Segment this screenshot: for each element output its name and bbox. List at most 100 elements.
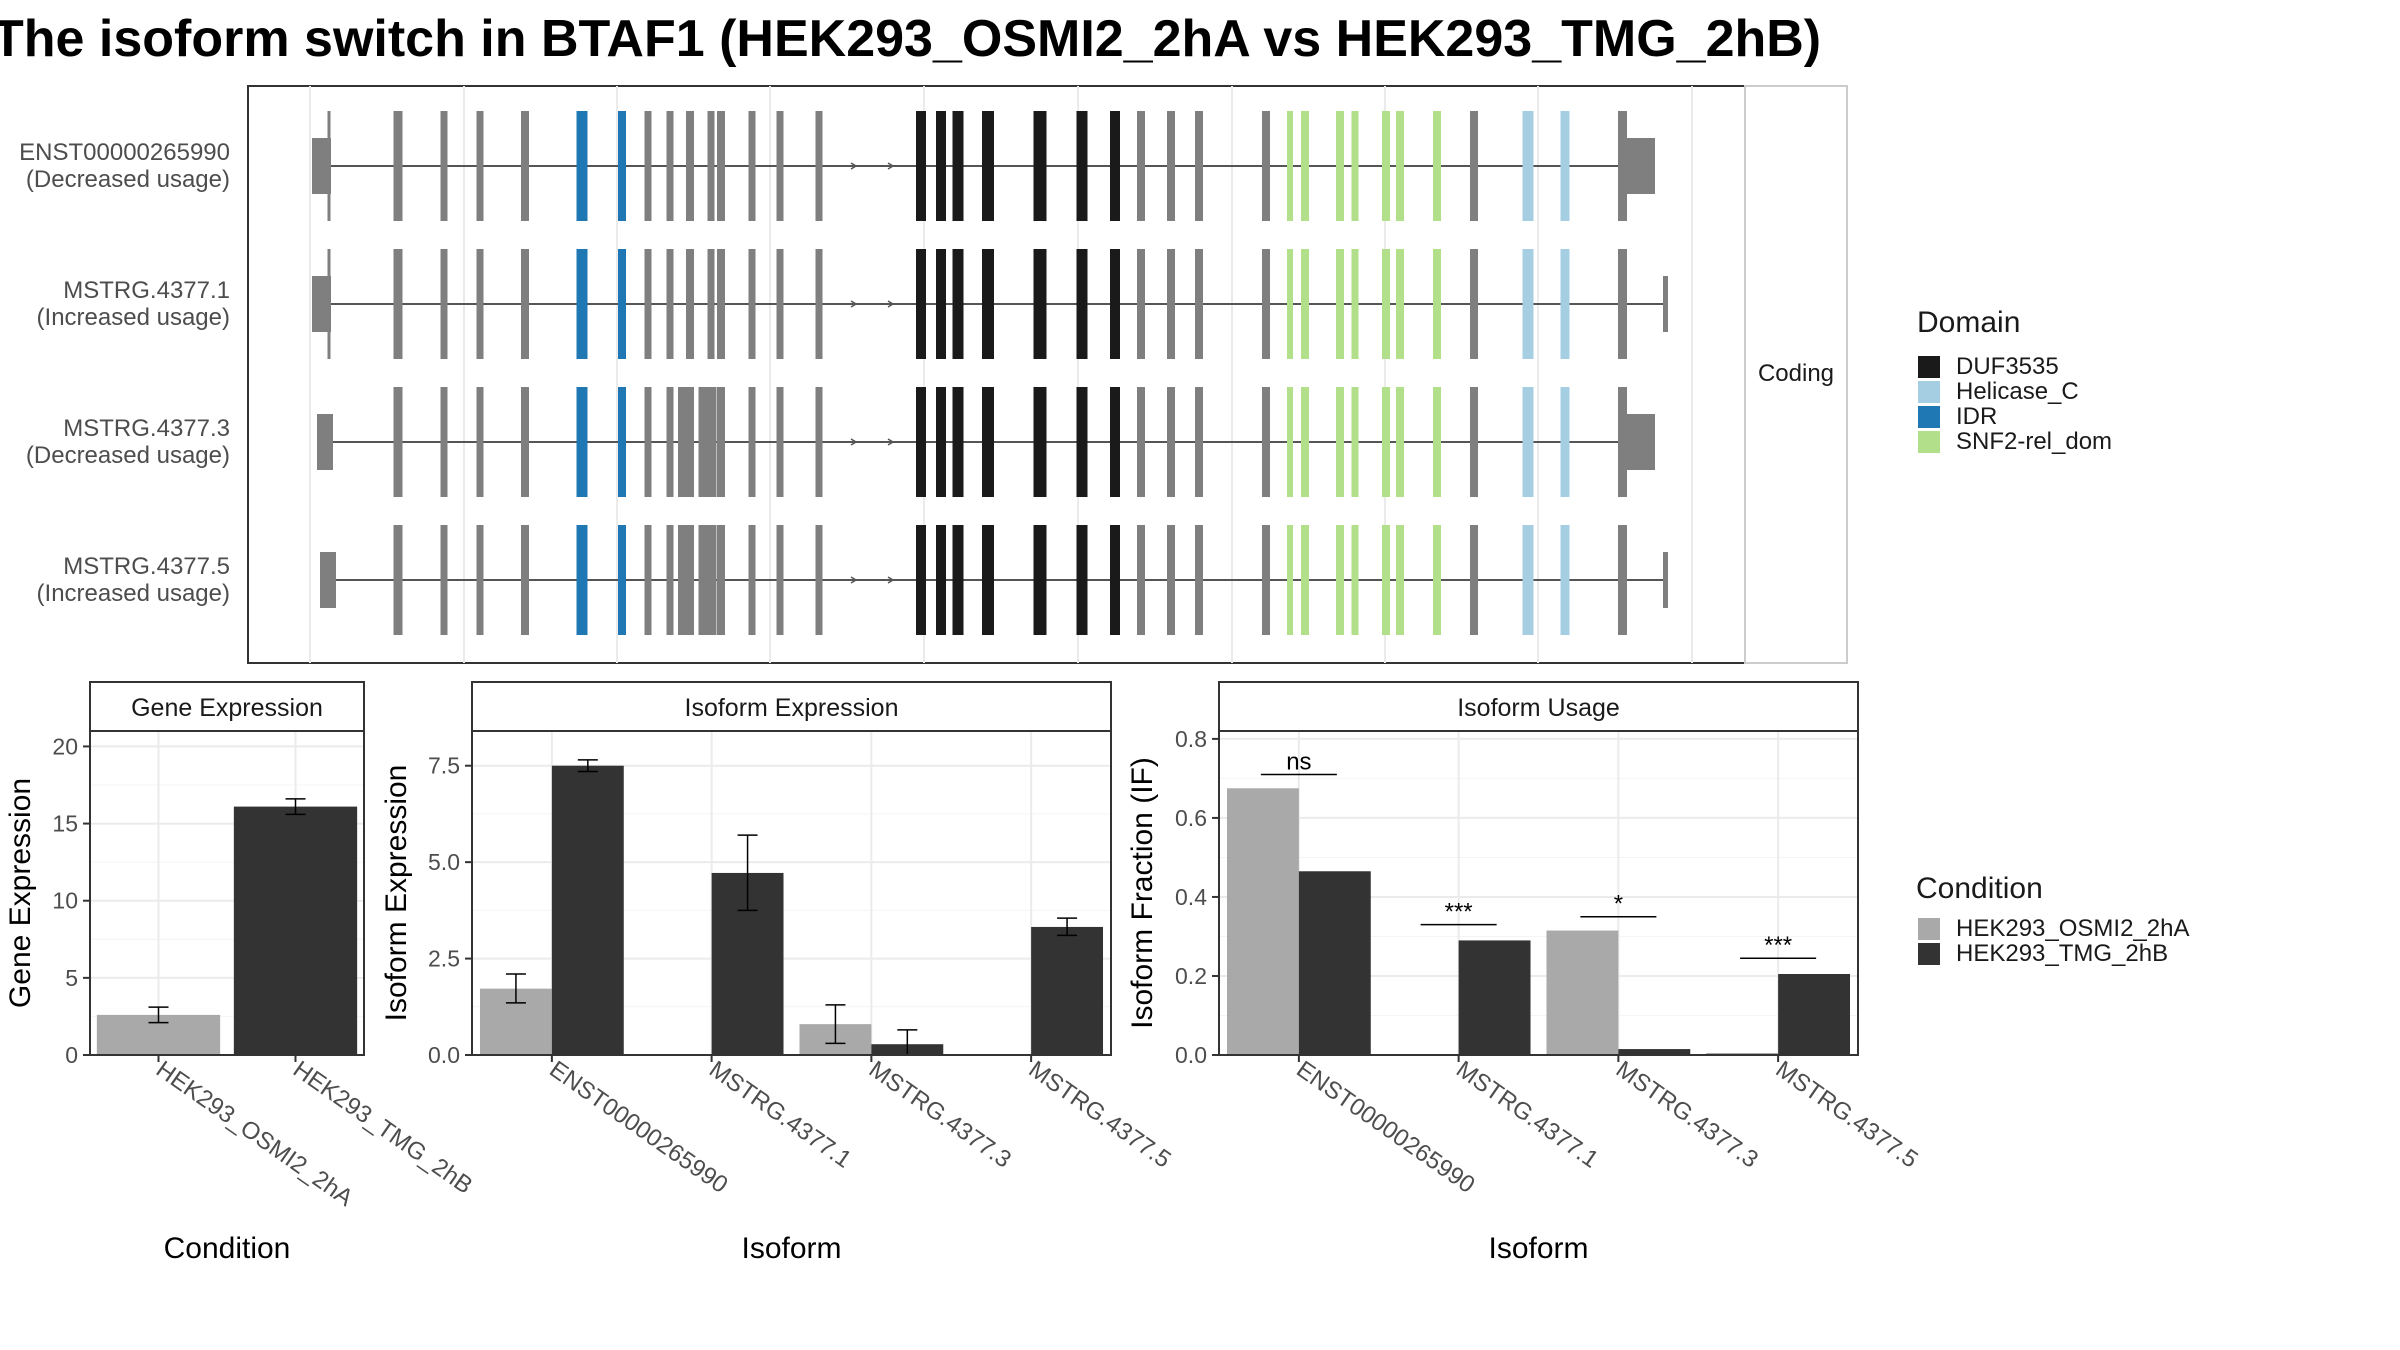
exon xyxy=(644,525,652,635)
exon xyxy=(1262,387,1270,497)
exon xyxy=(748,111,756,221)
exon xyxy=(916,249,926,359)
y-tick-label: 0 xyxy=(65,1042,78,1068)
exon xyxy=(1433,525,1441,635)
exon xyxy=(1076,111,1088,221)
exon xyxy=(666,111,674,221)
exon xyxy=(1301,249,1309,359)
exon xyxy=(476,111,484,221)
exon xyxy=(1522,111,1534,221)
chart-title: Isoform Expression xyxy=(685,694,899,722)
exon xyxy=(815,249,823,359)
exon xyxy=(1560,525,1570,635)
exon xyxy=(644,387,652,497)
exon xyxy=(776,111,784,221)
exon xyxy=(1076,387,1088,497)
strand-arrow xyxy=(887,162,895,170)
exon xyxy=(916,111,926,221)
exon xyxy=(1433,111,1441,221)
exon xyxy=(982,525,994,635)
exon xyxy=(521,111,529,221)
plot-border xyxy=(89,730,365,1056)
exon xyxy=(1351,387,1359,497)
condition-legend-key xyxy=(1918,943,1940,965)
exon xyxy=(576,111,588,221)
exon xyxy=(1195,387,1203,497)
bar xyxy=(1226,788,1299,1055)
exon xyxy=(1301,111,1309,221)
strand-arrow xyxy=(850,576,858,584)
transcript-MSTRG.4377.3: MSTRG.4377.3(Decreased usage) xyxy=(26,387,1655,497)
exon xyxy=(1470,111,1478,221)
exon xyxy=(748,387,756,497)
exon xyxy=(1433,249,1441,359)
significance-label: ns xyxy=(1286,748,1311,775)
y-tick-label: 10 xyxy=(52,888,78,914)
exon xyxy=(709,387,717,497)
exon xyxy=(1470,525,1478,635)
transcript-usage-label: (Increased usage) xyxy=(37,304,230,331)
exon xyxy=(686,249,694,359)
condition-legend-title: Condition xyxy=(1916,872,2043,905)
exon xyxy=(393,387,403,497)
exon xyxy=(717,387,725,497)
exon xyxy=(476,525,484,635)
exon xyxy=(1167,111,1175,221)
exon xyxy=(1287,387,1293,497)
exon xyxy=(748,249,756,359)
exon xyxy=(644,249,652,359)
x-tick-label: MSTRG.4377.1 xyxy=(1451,1056,1603,1174)
exon xyxy=(717,249,725,359)
exon xyxy=(576,525,588,635)
exon xyxy=(1560,249,1570,359)
exon xyxy=(1195,111,1203,221)
condition-legend-key xyxy=(1918,918,1940,940)
exon xyxy=(776,525,784,635)
exon xyxy=(815,387,823,497)
x-tick-label: MSTRG.4377.5 xyxy=(1024,1056,1176,1174)
y-tick-label: 0.0 xyxy=(428,1042,460,1068)
exon xyxy=(1560,111,1570,221)
utr-exon xyxy=(1663,276,1668,332)
exon xyxy=(393,111,403,221)
y-tick-label: 7.5 xyxy=(428,753,460,779)
x-axis-title: Isoform xyxy=(741,1232,841,1265)
y-tick-label: 0.6 xyxy=(1175,805,1207,831)
exon xyxy=(1382,249,1390,359)
domain-legend-label: DUF3535 xyxy=(1956,353,2059,380)
domain-legend-label: SNF2-rel_dom xyxy=(1956,428,2112,455)
exon xyxy=(1167,249,1175,359)
exon xyxy=(678,525,688,635)
significance-label: *** xyxy=(1445,899,1473,926)
facet-strip xyxy=(1744,85,1848,664)
exon xyxy=(1287,111,1293,221)
exon xyxy=(1382,111,1390,221)
exon xyxy=(393,525,403,635)
exon xyxy=(440,111,448,221)
exon xyxy=(666,525,674,635)
exon xyxy=(1336,249,1344,359)
exon xyxy=(327,249,331,359)
exon xyxy=(1301,525,1309,635)
exon xyxy=(1618,111,1627,221)
strand-arrow xyxy=(887,438,895,446)
exon xyxy=(952,111,964,221)
strand-arrow xyxy=(887,300,895,308)
exon xyxy=(521,387,529,497)
exon xyxy=(686,387,694,497)
exon xyxy=(982,111,994,221)
exon xyxy=(1396,249,1404,359)
significance-label: * xyxy=(1614,891,1623,918)
exon xyxy=(1560,387,1570,497)
exon xyxy=(644,111,652,221)
y-axis-title: Gene Expression xyxy=(4,778,37,1008)
domain-legend-label: Helicase_C xyxy=(1956,378,2079,405)
y-tick-label: 5 xyxy=(65,965,78,991)
domain-legend-label: IDR xyxy=(1956,403,1997,430)
exon xyxy=(776,387,784,497)
exon xyxy=(1195,249,1203,359)
exon xyxy=(1618,525,1627,635)
chart-title: Gene Expression xyxy=(131,694,323,722)
exon xyxy=(1262,525,1270,635)
